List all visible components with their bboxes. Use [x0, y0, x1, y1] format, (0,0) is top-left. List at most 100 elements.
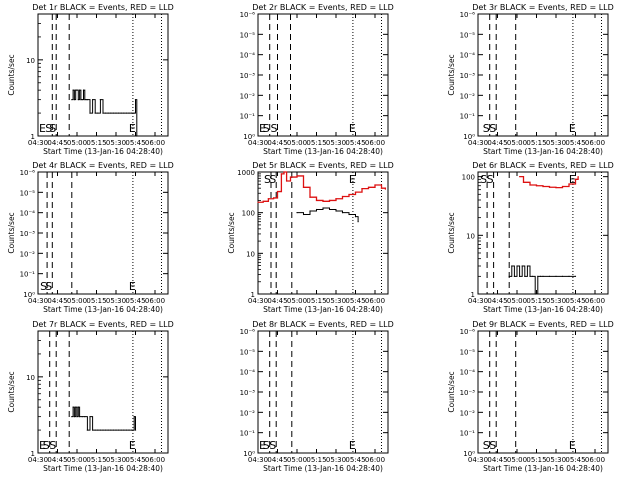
panel-title: Det 9r BLACK = Events, RED = LLD: [472, 320, 614, 329]
events-series-point: [539, 275, 542, 277]
lld-series-point: [522, 181, 525, 183]
y-tick-label: 10⁻³: [240, 389, 256, 397]
events-series-point: [79, 89, 81, 91]
lld-series: [258, 171, 387, 203]
lld-series-point: [283, 171, 285, 173]
x-tick-label: 04:45: [47, 139, 67, 147]
panel-title: Det 4r BLACK = Events, RED = LLD: [32, 161, 174, 170]
lld-series-point: [535, 185, 538, 187]
events-series-point: [80, 99, 82, 101]
marker-label: E: [259, 122, 266, 135]
marker-label: S: [40, 280, 47, 293]
x-axis-label: Start Time (13-Jan-16 04:28:40): [263, 464, 383, 473]
x-tick-label: 04:45: [267, 139, 287, 147]
y-tick-label: 10⁻²: [240, 409, 256, 417]
x-tick-label: 04:45: [47, 297, 67, 305]
y-tick-label: 10⁻⁴: [240, 52, 256, 60]
x-tick-label: 06:00: [365, 297, 385, 305]
y-axis-label: Counts/sec: [447, 54, 456, 95]
events-series-point: [89, 416, 91, 418]
y-tick-label: 100: [242, 210, 255, 218]
x-tick-label: 05:15: [86, 297, 106, 305]
x-axis-label: Start Time (13-Jan-16 04:28:40): [263, 147, 383, 156]
y-axis-label: Counts/sec: [227, 212, 236, 253]
events-series-point: [92, 429, 94, 431]
lld-series-point: [555, 187, 557, 189]
events-series-point: [82, 89, 85, 91]
y-tick-label: 10⁻⁶: [460, 328, 476, 336]
marker-label: S: [489, 122, 496, 135]
events-series-point: [131, 112, 133, 114]
y-tick-label: 10⁻⁴: [460, 52, 476, 60]
events-series-point: [102, 429, 104, 431]
events-series-point: [112, 429, 114, 431]
x-tick-label: 05:30: [106, 456, 126, 464]
y-tick-label: 10⁻⁵: [460, 348, 476, 356]
x-tick-label: 05:30: [546, 456, 566, 464]
events-series-point: [309, 210, 311, 212]
lld-series-point: [354, 191, 357, 193]
events-series-point: [508, 275, 510, 277]
events-series-point: [118, 429, 120, 431]
y-axis-label: Counts/sec: [7, 212, 16, 253]
x-tick-label: 04:45: [487, 456, 507, 464]
events-series-point: [115, 429, 117, 431]
x-tick-label: 05:45: [565, 456, 585, 464]
x-tick-label: 06:00: [585, 139, 605, 147]
events-series: [71, 406, 136, 431]
y-tick-label: 10⁰: [463, 450, 475, 458]
marker-label: S: [263, 439, 270, 452]
x-axis-label: Start Time (13-Jan-16 04:28:40): [483, 305, 603, 314]
y-tick-label: 10⁰: [243, 133, 255, 141]
lld-series-point: [286, 180, 288, 182]
x-axis-label: Start Time (13-Jan-16 04:28:40): [483, 147, 603, 156]
x-tick-label: 05:15: [306, 456, 326, 464]
y-tick-label: 10⁻¹: [460, 430, 476, 438]
events-series-point: [136, 135, 138, 137]
x-tick-label: 04:45: [487, 297, 507, 305]
plot-frame: [257, 330, 389, 454]
events-series-point: [128, 429, 130, 431]
y-tick-label: 10⁻³: [20, 230, 36, 238]
plot-frame: [477, 330, 609, 454]
x-tick-label: 05:45: [125, 297, 145, 305]
events-series-point: [131, 429, 133, 431]
plot-frame: [37, 330, 169, 454]
lld-series-point: [328, 199, 331, 202]
events-series-point: [77, 406, 79, 408]
events-series-point: [72, 89, 74, 91]
panel-det-4r: Det 4r BLACK = Events, RED = LLD 04:30 04:…: [7, 161, 174, 314]
x-tick-label: 05:30: [326, 139, 346, 147]
lld-series-point: [367, 186, 370, 188]
lld-series-point: [302, 186, 305, 188]
marker-label: E: [259, 439, 266, 452]
y-axis-label: Counts/sec: [7, 371, 16, 412]
marker-label: S: [45, 122, 52, 135]
lld-series-point: [361, 188, 363, 190]
events-series-point: [89, 112, 91, 114]
x-tick-label: 04:45: [267, 297, 287, 305]
events-series-point: [85, 99, 87, 101]
x-tick-label: 05:15: [86, 456, 106, 464]
y-tick-label: 10⁻⁶: [240, 328, 256, 336]
panel-title: Det 8r BLACK = Events, RED = LLD: [252, 320, 394, 329]
y-tick-label: 10⁰: [23, 291, 35, 299]
y-tick-label: 10⁰: [463, 133, 475, 141]
events-series-point: [335, 210, 337, 212]
marker-label: E: [569, 122, 576, 135]
plot-frame: [37, 171, 169, 295]
x-tick-label: 05:15: [526, 297, 546, 305]
y-tick-label: 100: [462, 174, 475, 182]
events-series-point: [71, 416, 73, 418]
y-tick-label: 10⁻⁶: [240, 11, 256, 19]
x-tick-label: 04:30: [248, 139, 268, 147]
lld-series-point: [276, 190, 279, 193]
panel-det-2r: Det 2r BLACK = Events, RED = LLD 04:30 04:…: [240, 3, 394, 156]
x-tick-label: 05:00: [287, 139, 307, 147]
marker-label: S: [269, 173, 276, 186]
events-series-point: [73, 99, 75, 101]
events-series-point: [123, 429, 125, 431]
events-series-point: [115, 112, 117, 114]
events-series-point: [79, 416, 81, 418]
lld-series-point: [542, 185, 544, 188]
